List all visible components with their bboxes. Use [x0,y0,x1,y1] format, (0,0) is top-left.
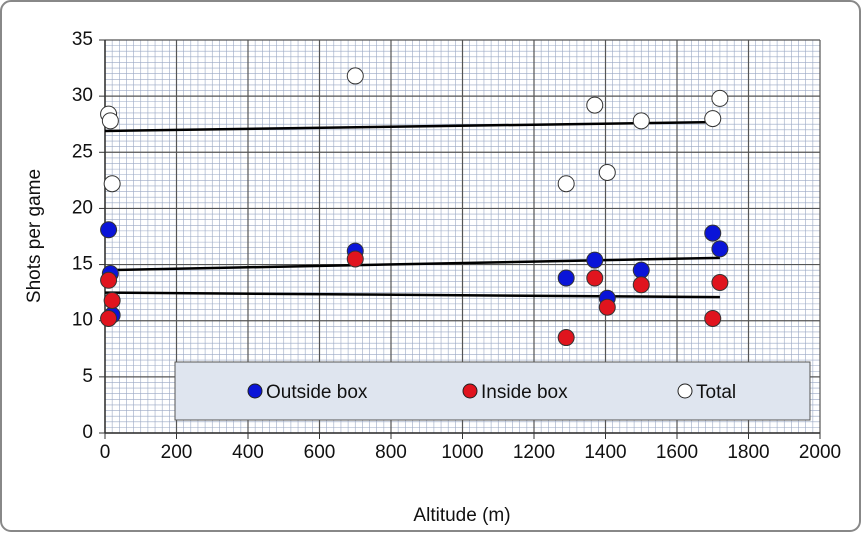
legend-marker [247,383,263,399]
y-tick-label: 35 [72,29,93,50]
point [103,175,121,193]
trend-line [104,256,720,272]
point [586,251,604,269]
x-tick-label: 200 [161,442,193,463]
x-axis-label: Altitude (m) [413,505,510,526]
point [598,298,616,316]
point [346,250,364,268]
x-tick-label: 1800 [727,442,769,463]
point [632,112,650,130]
point [711,240,729,258]
point [100,271,118,289]
point [557,329,575,347]
y-axis-label: Shots per game [24,169,45,303]
y-tick-label: 5 [82,366,93,387]
legend-label: Inside box [481,382,568,403]
x-tick-label: 600 [304,442,336,463]
point [103,292,121,310]
x-tick-label: 800 [375,442,407,463]
point [632,261,650,279]
x-tick-label: 400 [232,442,264,463]
y-tick-label: 20 [72,197,93,218]
x-tick-label: 1600 [656,442,698,463]
point [100,221,118,239]
legend-label: Total [696,382,736,403]
point [711,274,729,292]
point [586,269,604,287]
legend-marker [462,383,478,399]
x-tick-label: 0 [100,442,111,463]
x-tick-label: 1000 [441,442,483,463]
trend-line [104,120,720,133]
point [704,110,722,128]
point [101,112,119,130]
legend [174,361,811,421]
y-tick-label: 25 [72,141,93,162]
point [704,309,722,327]
x-tick-label: 1400 [584,442,626,463]
point [711,89,729,107]
point [346,67,364,85]
point [586,96,604,114]
y-tick-label: 10 [72,310,93,331]
point [557,269,575,287]
legend-label: Outside box [266,382,368,403]
x-tick-label: 1200 [513,442,555,463]
point [704,224,722,242]
y-tick-label: 0 [82,422,93,443]
trend-line [104,291,720,299]
point [557,175,575,193]
y-tick-label: 15 [72,254,93,275]
point [598,163,616,181]
legend-marker [677,383,693,399]
x-tick-label: 2000 [799,442,841,463]
y-tick-label: 30 [72,85,93,106]
point [632,276,650,294]
point [100,309,118,327]
